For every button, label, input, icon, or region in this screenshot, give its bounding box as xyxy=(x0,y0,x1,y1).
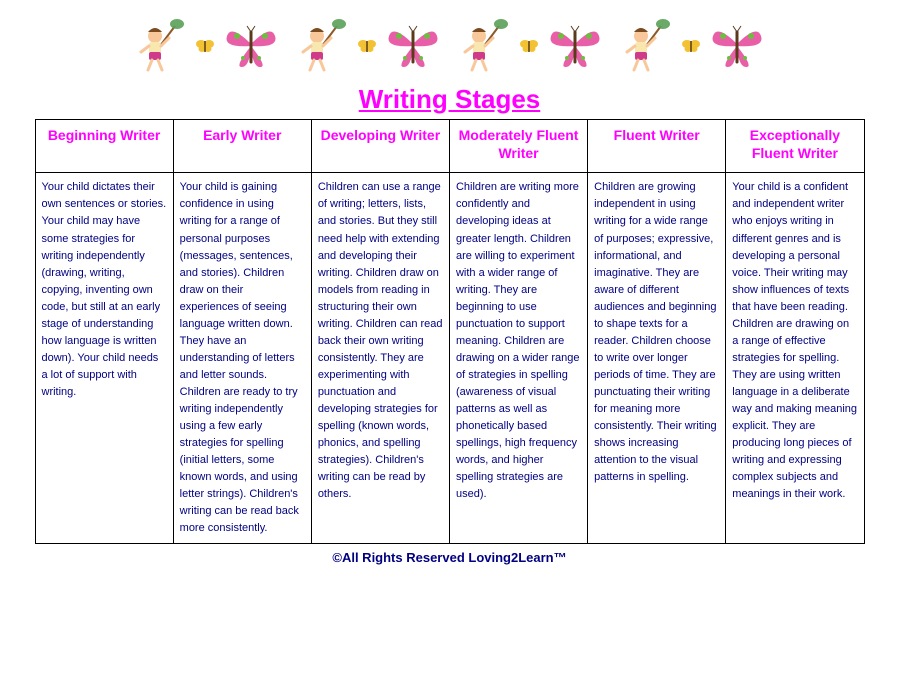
col-body: Your child is a confident and independen… xyxy=(726,173,864,544)
butterfly-big-icon xyxy=(709,22,765,70)
col-body: Your child dictates their own sentences … xyxy=(35,173,173,544)
page-title: Writing Stages xyxy=(0,84,899,115)
col-body: Children can use a range of writing; let… xyxy=(311,173,449,544)
copyright-footer: ©All Rights Reserved Loving2Learn™ xyxy=(0,544,899,575)
col-body: Children are writing more confidently an… xyxy=(449,173,587,544)
child-with-net-icon xyxy=(135,18,187,74)
table-row: Your child dictates their own sentences … xyxy=(35,173,864,544)
child-with-net-icon xyxy=(621,18,673,74)
child-with-net-icon xyxy=(297,18,349,74)
butterfly-small-icon xyxy=(681,37,701,55)
butterfly-small-icon xyxy=(519,37,539,55)
butterfly-small-icon xyxy=(357,37,377,55)
col-body: Your child is gaining confidence in usin… xyxy=(173,173,311,544)
table-header-row: Beginning Writer Early Writer Developing… xyxy=(35,120,864,173)
decor-group xyxy=(297,18,441,74)
decor-group xyxy=(459,18,603,74)
butterfly-big-icon xyxy=(385,22,441,70)
col-header: Early Writer xyxy=(173,120,311,173)
child-with-net-icon xyxy=(459,18,511,74)
butterfly-big-icon xyxy=(223,22,279,70)
col-header: Exceptionally Fluent Writer xyxy=(726,120,864,173)
col-header: Developing Writer xyxy=(311,120,449,173)
butterfly-small-icon xyxy=(195,37,215,55)
col-body: Children are growing independent in usin… xyxy=(588,173,726,544)
header-decor-row xyxy=(0,0,899,80)
stages-table: Beginning Writer Early Writer Developing… xyxy=(35,119,865,544)
butterfly-big-icon xyxy=(547,22,603,70)
col-header: Fluent Writer xyxy=(588,120,726,173)
decor-group xyxy=(621,18,765,74)
decor-group xyxy=(135,18,279,74)
col-header: Beginning Writer xyxy=(35,120,173,173)
col-header: Moderately Fluent Writer xyxy=(449,120,587,173)
